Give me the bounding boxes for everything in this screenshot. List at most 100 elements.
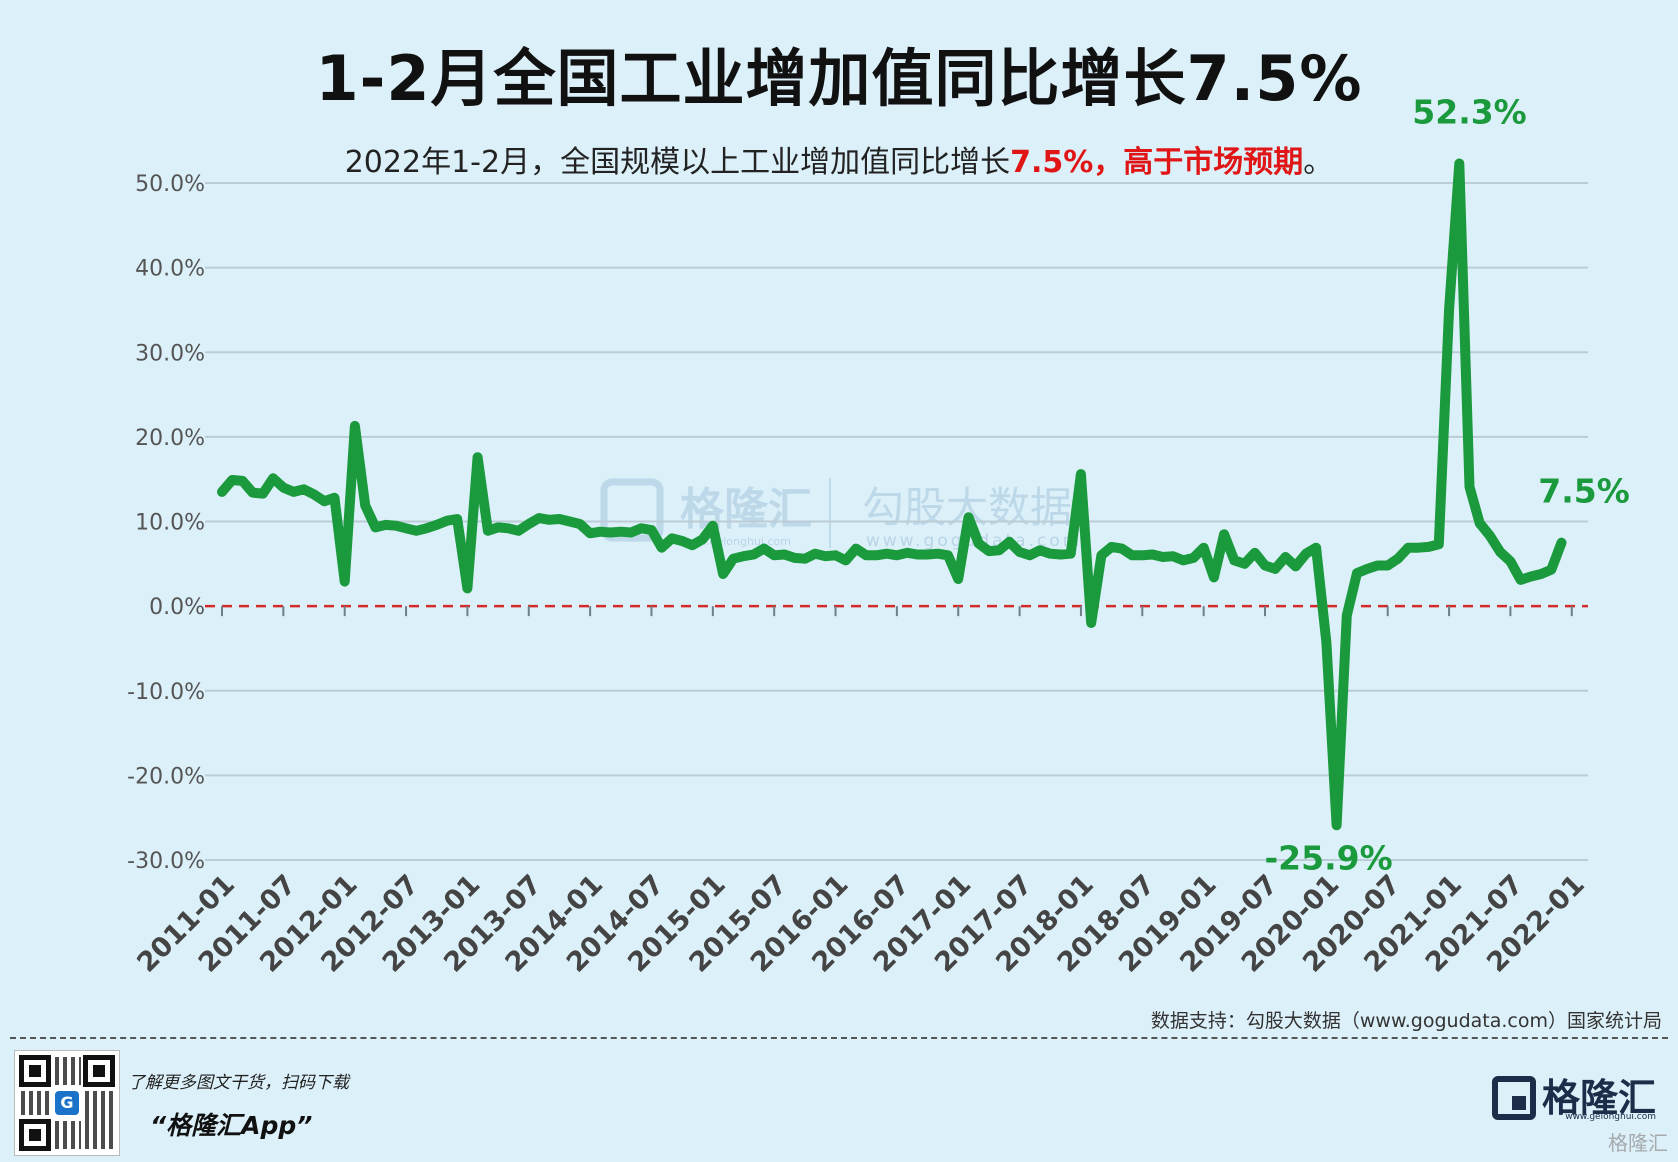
data-point <box>1250 548 1260 558</box>
data-point <box>278 483 288 493</box>
data-point <box>1485 531 1495 541</box>
data-point <box>1158 552 1168 562</box>
data-point <box>1280 552 1290 562</box>
data-point <box>524 519 534 529</box>
data-point <box>851 544 861 554</box>
qr-logo-icon: G <box>55 1091 79 1115</box>
data-point <box>1025 550 1035 560</box>
y-tick-label: 40.0% <box>135 257 205 282</box>
data-point <box>718 569 728 579</box>
logo-g-icon <box>1491 1076 1536 1120</box>
data-point <box>1301 549 1311 559</box>
page-title: 1-2月全国工业增加值同比增长7.5% <box>315 42 1363 115</box>
data-point <box>237 476 247 486</box>
data-point <box>503 523 513 533</box>
data-point <box>1383 561 1393 571</box>
data-point <box>1076 469 1086 479</box>
data-point <box>1311 543 1321 553</box>
data-point <box>1454 159 1464 169</box>
data-point <box>739 551 749 561</box>
data-point <box>698 534 708 544</box>
annotations: 52.3% -25.9% 7.5% <box>1264 93 1629 878</box>
y-tick-label: -10.0% <box>127 680 205 705</box>
data-point <box>391 521 401 531</box>
footer-divider <box>10 1037 1668 1039</box>
data-point <box>565 517 575 526</box>
data-point <box>667 533 677 543</box>
data-point <box>933 549 943 559</box>
data-point <box>1546 565 1556 575</box>
data-point <box>902 548 912 558</box>
data-point <box>1270 564 1280 574</box>
data-point <box>299 484 309 494</box>
data-point <box>1004 537 1014 547</box>
data-point <box>442 516 452 526</box>
data-point <box>401 523 411 533</box>
data-point <box>1035 545 1045 555</box>
data-point <box>411 526 421 536</box>
data-point <box>912 550 922 560</box>
data-point <box>820 551 830 561</box>
data-point <box>1342 610 1352 620</box>
y-tick-label: 0.0% <box>149 595 205 620</box>
data-point <box>646 525 656 535</box>
data-point <box>1137 550 1147 560</box>
data-point <box>340 577 350 587</box>
data-point <box>268 473 278 483</box>
data-point <box>1352 568 1362 578</box>
data-point <box>227 475 237 485</box>
data-point <box>636 523 646 533</box>
data-point <box>1495 547 1505 557</box>
qr-pattern <box>21 1091 49 1115</box>
data-point <box>810 549 820 559</box>
watermark-logo-icon <box>600 478 664 542</box>
data-point <box>1332 820 1342 830</box>
data-point <box>1393 554 1403 564</box>
data-point <box>1362 564 1372 574</box>
qr-code[interactable]: G <box>14 1050 120 1156</box>
qr-finder-top-left <box>19 1055 51 1087</box>
data-point <box>1127 550 1137 560</box>
data-point <box>1372 561 1382 571</box>
line-chart: 格隆汇www.gelonghui.com勾股大数据www.gogudata.co… <box>127 93 1630 979</box>
data-point <box>657 543 667 553</box>
y-tick-label: -20.0% <box>127 764 205 789</box>
data-point <box>616 527 626 537</box>
data-point <box>452 514 462 524</box>
data-point <box>1096 550 1106 560</box>
data-point <box>943 550 953 560</box>
y-tick-label: -30.0% <box>127 849 205 874</box>
logo-text: 格隆汇 <box>1541 1076 1656 1120</box>
data-point <box>319 496 329 506</box>
corner-watermark: 格隆汇 <box>1608 1131 1668 1155</box>
data-point <box>350 421 360 431</box>
data-point <box>606 528 616 538</box>
data-point <box>1291 561 1301 571</box>
watermark-logo-text: 格隆汇 <box>680 484 812 535</box>
data-point <box>1045 549 1055 559</box>
data-point <box>473 452 483 462</box>
data-point <box>841 555 851 565</box>
data-point <box>1107 542 1117 552</box>
app-name: “格隆汇App” <box>150 1111 313 1140</box>
data-point <box>360 500 370 510</box>
data-point <box>953 574 963 584</box>
y-tick-label: 30.0% <box>135 341 205 366</box>
data-point <box>1403 543 1413 553</box>
data-label: 7.5% <box>1538 472 1630 511</box>
data-point <box>1465 482 1475 492</box>
y-axis: 50.0% 40.0% 30.0% 20.0% 10.0% 0.0% -10.0% -20.0… <box>127 172 205 874</box>
data-point <box>1526 572 1536 582</box>
data-point <box>1505 556 1515 566</box>
data-point <box>534 513 544 523</box>
y-tick-label: 50.0% <box>135 172 205 197</box>
data-point <box>1229 555 1239 565</box>
data-point <box>994 545 1004 555</box>
data-point <box>800 554 810 564</box>
chart-grid <box>205 182 1588 861</box>
data-point <box>575 519 585 529</box>
data-point <box>258 489 268 499</box>
data-point <box>217 487 227 497</box>
data-point <box>1321 638 1331 648</box>
qr-pattern <box>85 1091 113 1149</box>
